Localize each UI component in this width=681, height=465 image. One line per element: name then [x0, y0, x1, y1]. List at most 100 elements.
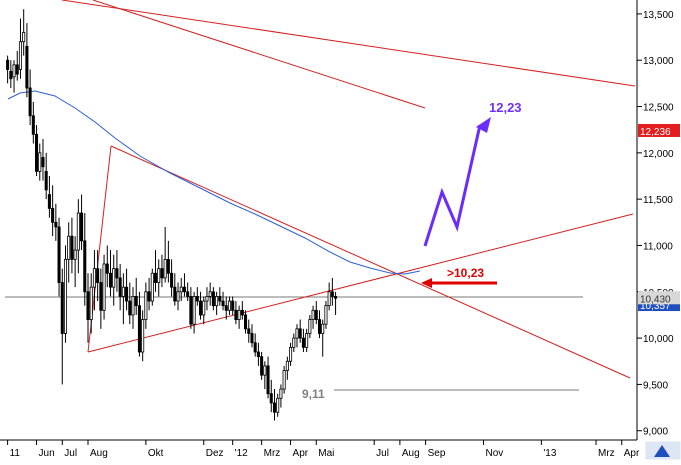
forecast-path [423, 124, 482, 247]
candlestick-series [6, 9, 338, 421]
candle-body-down [99, 282, 103, 311]
candle-body-up [289, 346, 293, 362]
price-badge-label: 10,357 [640, 301, 671, 312]
candle-body-down [244, 314, 248, 330]
candle [57, 217, 61, 297]
candle [244, 310, 248, 334]
candle-body-down [234, 309, 238, 320]
breakout-annotation: >10,23 [447, 266, 484, 280]
candle-body-up [237, 309, 241, 320]
candle [314, 301, 318, 325]
candle [211, 287, 215, 311]
candle-body-down [115, 268, 119, 279]
candle-body-down [170, 272, 174, 288]
y-tick-label: 11,000 [643, 241, 673, 252]
candle-body-down [15, 64, 19, 75]
candle-body-down [128, 300, 132, 316]
candle-body-down [35, 133, 39, 172]
candle [28, 69, 32, 126]
price-badge-label: 10,430 [640, 294, 671, 305]
candle-body-down [9, 70, 13, 80]
candle-body-down [256, 351, 260, 358]
candle-body-down [96, 268, 100, 283]
candle [44, 152, 48, 200]
long-downtrend-line [92, 0, 426, 109]
candle-body-down [86, 291, 90, 320]
x-tick-label: Nov [485, 448, 503, 459]
candle-body-up [282, 370, 286, 390]
candle [112, 254, 116, 306]
candle [327, 282, 331, 311]
candle [240, 301, 244, 320]
candle [276, 393, 280, 417]
candle-body-up [308, 319, 312, 334]
candle-body-up [176, 291, 180, 302]
price-badge-bg [638, 123, 680, 137]
x-tick-label: Aug [90, 448, 108, 459]
candle [137, 291, 141, 357]
candle-body-down [47, 194, 51, 209]
candle-body-down [186, 291, 190, 297]
x-tick-label: Jun [39, 448, 55, 459]
candle [279, 384, 283, 408]
candle [195, 287, 199, 306]
candle-body-down [182, 286, 186, 293]
x-tick-label: Sep [428, 448, 446, 459]
candle [253, 333, 257, 357]
candle-body-down [134, 296, 138, 307]
candle [76, 199, 80, 274]
candle-body-down [44, 170, 48, 191]
candle-body-down [70, 235, 74, 260]
x-tick-label: Apr [624, 448, 640, 459]
candle-body-up [76, 212, 80, 251]
x-tick-label: 11 [10, 448, 21, 459]
candle [47, 176, 51, 218]
candle [150, 268, 154, 306]
candle [199, 291, 203, 320]
candle [186, 282, 190, 302]
candle [144, 282, 148, 329]
candle-body-up [38, 152, 42, 172]
candle [99, 268, 103, 329]
candle [63, 245, 68, 343]
candle [115, 250, 119, 292]
candle-body-down [189, 296, 193, 325]
x-tick-label: Jul [64, 448, 77, 459]
candle [15, 50, 19, 81]
candle-body-up [276, 397, 280, 413]
candle-body-down [108, 272, 113, 288]
candle-body-down [199, 300, 203, 316]
candle-body-up [311, 309, 315, 320]
candle-body-up [327, 291, 331, 307]
x-tick-label: Okt [148, 448, 164, 459]
candle [324, 301, 328, 329]
candle-body-up [150, 272, 154, 302]
candle-body-down [211, 291, 215, 307]
candle [215, 291, 219, 315]
candle [311, 305, 315, 329]
price-badge-label: 12,236 [640, 127, 671, 138]
candle-body-down [153, 272, 158, 283]
candle [221, 291, 225, 311]
candle [80, 194, 84, 251]
candle-body-up [179, 286, 183, 293]
candle-body-down [269, 393, 273, 404]
candle [218, 287, 222, 306]
candle-body-down [314, 309, 318, 320]
candle [73, 236, 77, 288]
x-tick-label: '13 [543, 448, 556, 459]
candle-body-down [221, 300, 225, 307]
x-tick-label: Apr [293, 448, 309, 459]
candle-body-down [80, 212, 84, 242]
y-tick-label: 13,500 [643, 10, 674, 21]
candle [227, 296, 231, 315]
candle [153, 250, 158, 292]
candle [134, 277, 138, 315]
candle [67, 222, 71, 283]
candle-body-down [253, 342, 257, 353]
candle [12, 60, 16, 93]
candle-body-up [157, 268, 161, 283]
candle [173, 273, 177, 306]
candle-body-down [317, 319, 322, 334]
